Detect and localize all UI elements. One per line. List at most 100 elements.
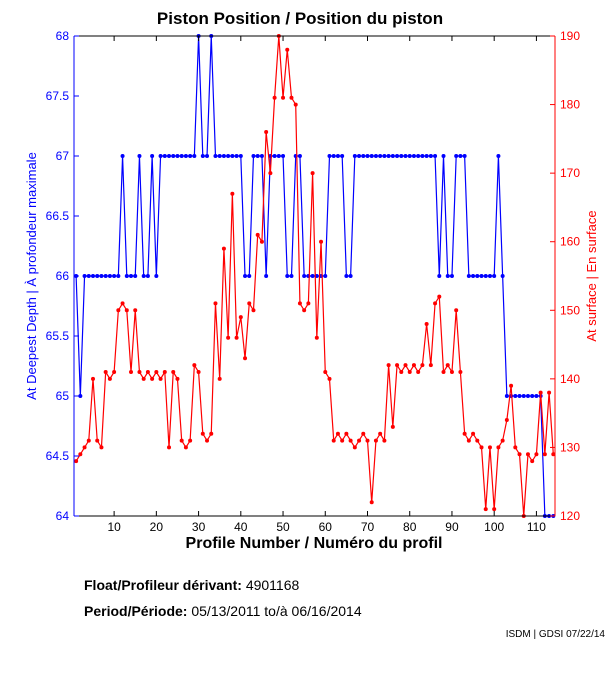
left-y-tick-label: 67 <box>56 149 70 163</box>
data-point-deepest-depth <box>247 274 252 278</box>
data-point-deepest-depth <box>483 274 488 278</box>
data-point-deepest-depth <box>504 394 509 398</box>
data-point-deepest-depth <box>251 154 256 158</box>
data-point-surface <box>403 363 408 368</box>
data-point-surface <box>217 376 222 381</box>
data-point-deepest-depth <box>373 154 378 158</box>
data-point-deepest-depth <box>171 154 176 158</box>
x-tick-label: 110 <box>527 520 546 534</box>
data-point-deepest-depth <box>395 154 400 158</box>
data-point-deepest-depth <box>500 274 505 278</box>
data-point-surface <box>445 363 450 368</box>
data-point-deepest-depth <box>120 154 125 158</box>
data-point-surface <box>386 363 391 368</box>
period-info: Period/Période: 05/13/2011 to/à 06/16/20… <box>84 603 362 619</box>
data-point-surface <box>221 246 226 251</box>
data-point-deepest-depth <box>403 154 408 158</box>
x-axis-label: Profile Number / Numéro du profil <box>186 535 443 552</box>
right-y-axis-label: At surface | En surface <box>584 210 599 341</box>
data-point-deepest-depth <box>255 154 260 158</box>
data-point-surface <box>86 438 91 443</box>
data-point-deepest-depth <box>340 154 345 158</box>
data-point-surface <box>179 438 184 443</box>
data-point-surface <box>251 308 256 313</box>
data-point-surface <box>378 431 383 436</box>
data-point-deepest-depth <box>335 154 340 158</box>
data-point-deepest-depth <box>331 154 336 158</box>
data-point-deepest-depth <box>188 154 193 158</box>
data-point-deepest-depth <box>154 274 159 278</box>
data-point-deepest-depth <box>179 154 184 158</box>
data-point-deepest-depth <box>513 394 518 398</box>
data-point-surface <box>365 438 370 443</box>
data-point-deepest-depth <box>200 154 205 158</box>
float-id: 4901168 <box>245 577 300 593</box>
data-point-deepest-depth <box>175 154 180 158</box>
data-point-deepest-depth <box>534 394 539 398</box>
data-point-surface <box>183 445 188 450</box>
data-point-deepest-depth <box>369 154 374 158</box>
data-point-surface <box>141 376 146 381</box>
data-point-surface <box>428 363 433 368</box>
data-point-deepest-depth <box>458 154 463 158</box>
data-point-surface <box>382 438 387 443</box>
data-point-surface <box>213 301 218 306</box>
data-point-deepest-depth <box>107 274 112 278</box>
data-point-surface <box>255 232 260 237</box>
data-point-surface <box>293 102 298 107</box>
data-point-deepest-depth <box>141 274 146 278</box>
data-point-surface <box>500 438 505 443</box>
left-y-tick-label: 68 <box>56 29 70 43</box>
data-point-surface <box>395 363 400 368</box>
data-point-surface <box>200 431 205 436</box>
data-point-surface <box>504 418 509 422</box>
data-point-deepest-depth <box>517 394 522 398</box>
data-point-deepest-depth <box>259 154 264 158</box>
right-y-tick-label: 190 <box>560 29 580 43</box>
x-tick-label: 50 <box>276 520 290 534</box>
left-y-tick-label: 66.5 <box>46 209 70 223</box>
data-point-deepest-depth <box>352 154 357 158</box>
data-point-surface <box>517 452 522 457</box>
data-point-deepest-depth <box>226 154 231 158</box>
data-point-deepest-depth <box>348 274 353 278</box>
data-point-surface <box>99 445 104 450</box>
data-point-surface <box>226 335 231 340</box>
data-point-deepest-depth <box>492 274 497 278</box>
left-y-tick-label: 65 <box>56 389 70 403</box>
data-point-surface <box>297 301 302 306</box>
period-label: Period/Période: <box>84 603 188 619</box>
data-point-deepest-depth <box>133 274 138 278</box>
credit-text: ISDM | GDSI 07/22/14 <box>505 629 605 640</box>
data-point-deepest-depth <box>145 274 150 278</box>
data-point-surface <box>373 438 378 443</box>
right-y-tick-label: 180 <box>560 98 580 112</box>
data-point-surface <box>357 438 362 443</box>
right-y-tick-label: 140 <box>560 372 580 386</box>
data-point-deepest-depth <box>167 154 172 158</box>
data-point-deepest-depth <box>530 394 535 398</box>
x-tick-label: 70 <box>361 520 375 534</box>
data-point-surface <box>150 376 155 381</box>
data-point-surface <box>433 301 438 306</box>
float-info: Float/Profileur dérivant: 4901168 <box>84 577 299 593</box>
data-point-surface <box>538 390 543 395</box>
data-point-deepest-depth <box>310 274 315 278</box>
right-y-tick-label: 150 <box>560 303 580 317</box>
period-separator: to/à <box>264 603 288 619</box>
period-end: 06/16/2014 <box>291 603 362 619</box>
data-point-surface <box>441 370 446 374</box>
data-point-deepest-depth <box>487 274 492 278</box>
data-point-deepest-depth <box>243 274 248 278</box>
data-point-deepest-depth <box>297 154 302 158</box>
data-point-deepest-depth <box>454 154 459 158</box>
data-point-deepest-depth <box>471 274 476 278</box>
right-y-tick-label: 120 <box>560 509 580 523</box>
data-point-deepest-depth <box>234 154 239 158</box>
data-point-deepest-depth <box>205 154 210 158</box>
data-point-surface <box>530 459 535 464</box>
data-point-deepest-depth <box>344 274 349 278</box>
data-point-deepest-depth <box>129 274 134 278</box>
data-point-surface <box>487 445 492 450</box>
data-point-surface <box>95 438 100 443</box>
